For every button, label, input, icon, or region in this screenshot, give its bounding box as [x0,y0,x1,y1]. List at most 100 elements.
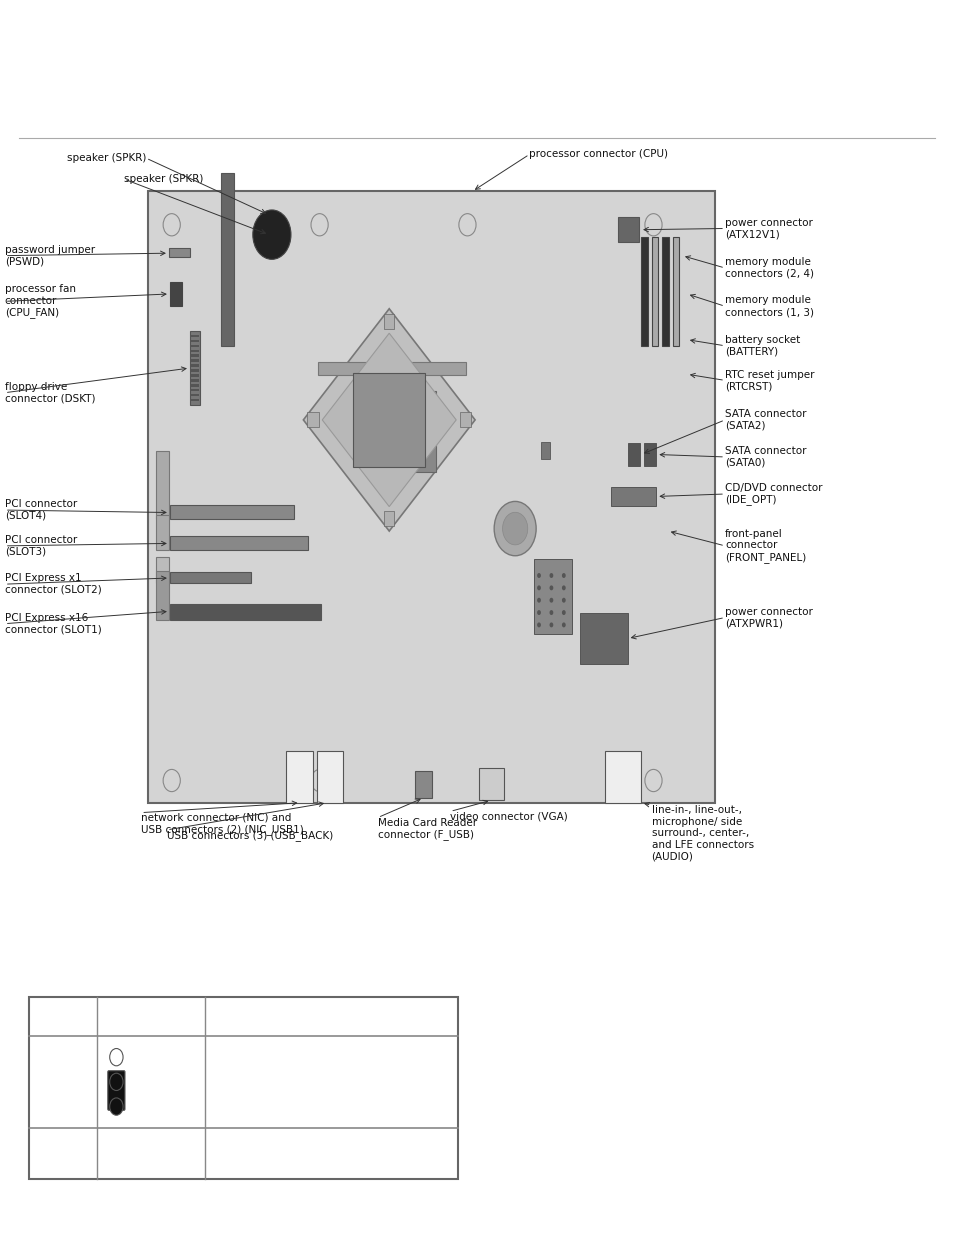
Circle shape [379,400,383,405]
Text: floppy drive
connector (DSKT): floppy drive connector (DSKT) [5,382,95,404]
FancyBboxPatch shape [155,515,169,550]
FancyBboxPatch shape [317,362,465,375]
FancyBboxPatch shape [29,997,457,1179]
Text: power connector
(ATX12V1): power connector (ATX12V1) [724,217,812,240]
FancyBboxPatch shape [643,443,656,466]
Circle shape [644,769,661,792]
FancyBboxPatch shape [316,751,343,803]
Circle shape [390,410,394,415]
Circle shape [502,513,527,545]
FancyBboxPatch shape [170,505,294,519]
FancyBboxPatch shape [353,373,425,467]
FancyBboxPatch shape [661,237,668,346]
FancyBboxPatch shape [191,340,199,342]
Text: 1: 1 [93,1100,99,1110]
Circle shape [421,420,425,425]
Circle shape [421,459,425,464]
FancyBboxPatch shape [651,237,658,346]
FancyBboxPatch shape [191,389,199,391]
Circle shape [110,1073,123,1091]
Text: CD/DVD connector
(IDE_OPT): CD/DVD connector (IDE_OPT) [724,483,821,505]
Circle shape [421,430,425,435]
FancyBboxPatch shape [191,335,199,337]
Text: line-in-, line-out-,
microphone/ side
surround-, center-,
and LFE connectors
(AU: line-in-, line-out-, microphone/ side su… [651,805,753,862]
Circle shape [400,420,404,425]
FancyBboxPatch shape [155,451,169,519]
Circle shape [390,450,394,454]
Polygon shape [303,309,475,531]
FancyBboxPatch shape [384,511,394,526]
Circle shape [421,440,425,445]
Text: speaker (SPKR): speaker (SPKR) [124,174,203,184]
Circle shape [411,420,415,425]
FancyBboxPatch shape [191,354,199,357]
FancyBboxPatch shape [459,412,471,427]
Text: network connector (NIC) and
USB connectors (2) (NIC_USB1): network connector (NIC) and USB connecto… [141,813,304,835]
FancyBboxPatch shape [221,173,233,346]
Circle shape [110,1098,123,1115]
FancyBboxPatch shape [170,536,308,550]
FancyBboxPatch shape [191,394,199,396]
Text: Media Card Reader
connector (F_USB): Media Card Reader connector (F_USB) [377,818,476,840]
Circle shape [311,214,328,236]
Text: PCI Express x16
connector (SLOT1): PCI Express x16 connector (SLOT1) [5,613,101,635]
Circle shape [110,1049,123,1066]
Circle shape [411,410,415,415]
Circle shape [494,501,536,556]
Circle shape [400,400,404,405]
Text: video connector (VGA): video connector (VGA) [450,811,567,821]
Circle shape [411,450,415,454]
FancyBboxPatch shape [191,399,199,401]
Circle shape [390,440,394,445]
Circle shape [379,459,383,464]
Circle shape [390,459,394,464]
FancyBboxPatch shape [579,613,627,664]
FancyBboxPatch shape [672,237,679,346]
Circle shape [390,420,394,425]
Circle shape [400,430,404,435]
FancyBboxPatch shape [170,572,251,583]
Circle shape [311,769,328,792]
Circle shape [549,598,553,603]
Circle shape [561,585,565,590]
Text: power connector
(ATXPWR1): power connector (ATXPWR1) [724,606,812,629]
FancyBboxPatch shape [155,557,169,583]
Circle shape [421,450,425,454]
Circle shape [537,573,540,578]
Circle shape [400,450,404,454]
Circle shape [537,585,540,590]
Circle shape [163,769,180,792]
Circle shape [537,598,540,603]
Text: RTC reset jumper
(RTCRST): RTC reset jumper (RTCRST) [724,369,814,391]
FancyBboxPatch shape [191,359,199,362]
FancyBboxPatch shape [604,751,640,803]
Circle shape [549,585,553,590]
FancyBboxPatch shape [640,237,647,346]
Circle shape [421,410,425,415]
Circle shape [561,573,565,578]
FancyBboxPatch shape [190,331,200,405]
FancyBboxPatch shape [286,751,313,803]
Circle shape [561,610,565,615]
FancyBboxPatch shape [108,1071,125,1110]
Circle shape [411,400,415,405]
FancyBboxPatch shape [384,314,394,329]
Text: memory module
connectors (1, 3): memory module connectors (1, 3) [724,295,813,317]
Text: SATA connector
(SATA0): SATA connector (SATA0) [724,446,805,468]
Circle shape [390,400,394,405]
Text: USB connectors (3) (USB_BACK): USB connectors (3) (USB_BACK) [167,830,333,841]
Circle shape [253,210,291,259]
Circle shape [537,610,540,615]
Text: battery socket
(BATTERY): battery socket (BATTERY) [724,335,800,357]
Circle shape [379,420,383,425]
Polygon shape [322,333,456,506]
Circle shape [549,622,553,627]
FancyBboxPatch shape [155,571,169,620]
Text: memory module
connectors (2, 4): memory module connectors (2, 4) [724,257,813,279]
FancyBboxPatch shape [169,248,190,257]
FancyBboxPatch shape [191,379,199,382]
Text: processor connector (CPU): processor connector (CPU) [529,149,668,159]
FancyBboxPatch shape [191,345,199,347]
Text: speaker (SPKR): speaker (SPKR) [67,153,146,163]
Text: PCI connector
(SLOT4): PCI connector (SLOT4) [5,499,77,521]
